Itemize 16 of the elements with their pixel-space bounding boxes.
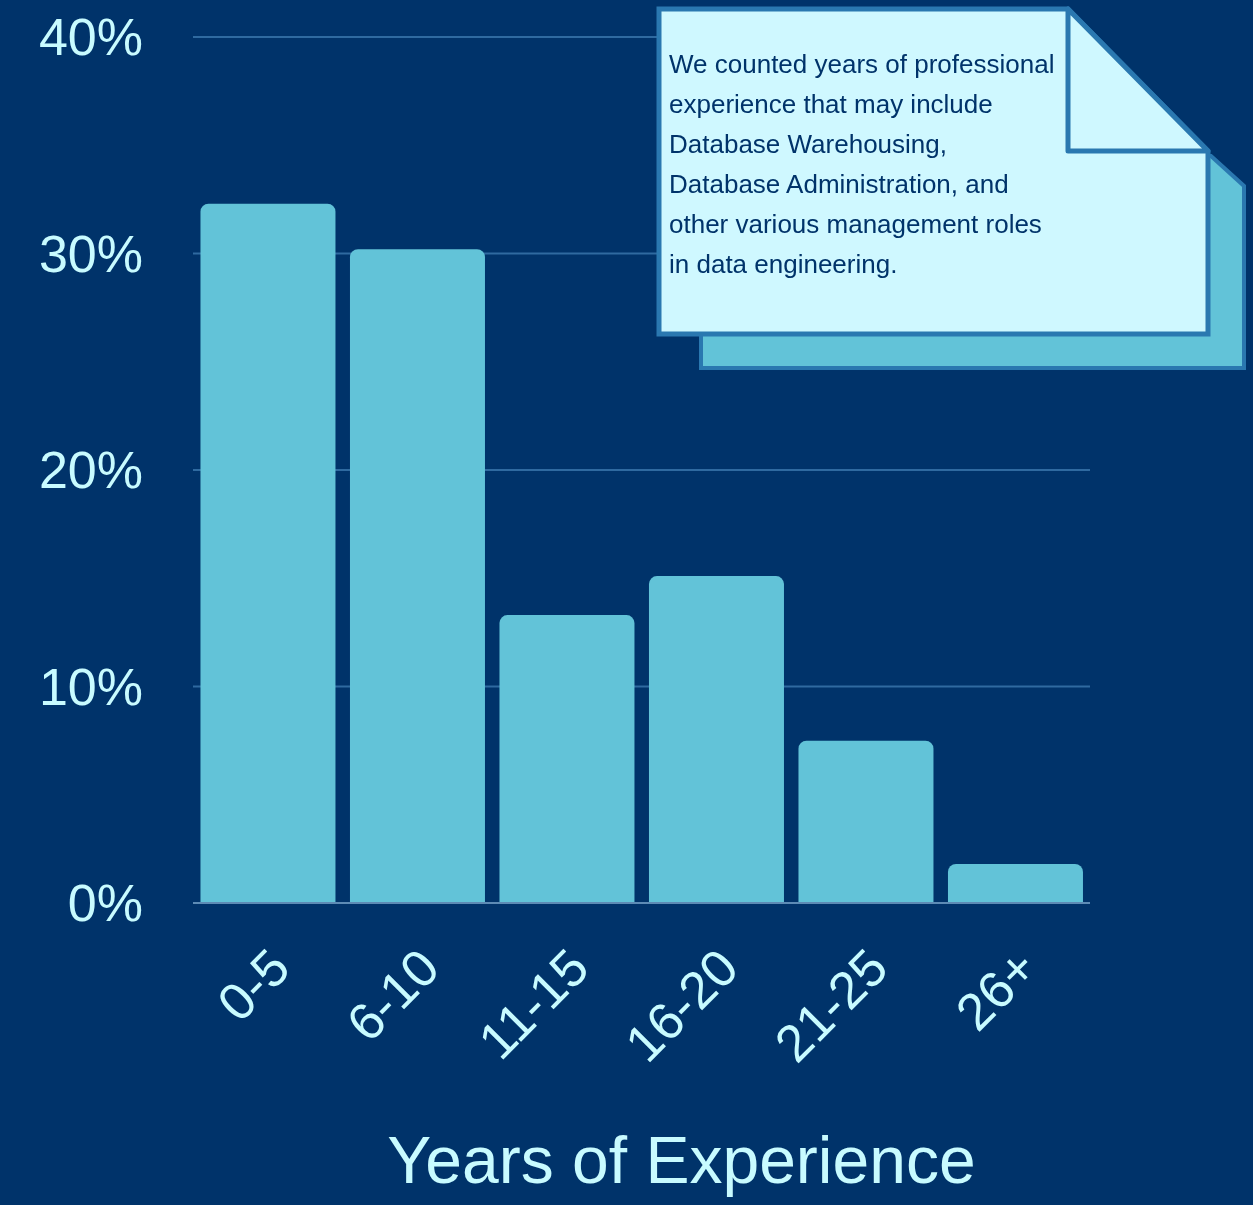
y-tick-label: 0% [67,874,143,932]
x-tick-label: 0-5 [206,937,301,1032]
bar [349,249,485,903]
y-tick-label: 40% [38,8,143,66]
annotation: We counted years of professional experience that may include Database Warehousing, Database Administration, and other various management roles in data engineering. [669,48,1056,281]
bar [947,864,1083,903]
bar [200,203,336,903]
y-tick-label: 10% [38,657,143,716]
x-tick-label: 26+ [944,937,1049,1042]
x-axis-title: Years of Experience [387,1123,976,1197]
y-tick-label: 20% [38,441,143,499]
y-tick-label: 30% [38,224,143,283]
bar [499,615,635,903]
bar [648,576,784,903]
x-tick-label: 6-10 [335,937,451,1053]
bar [798,740,934,903]
